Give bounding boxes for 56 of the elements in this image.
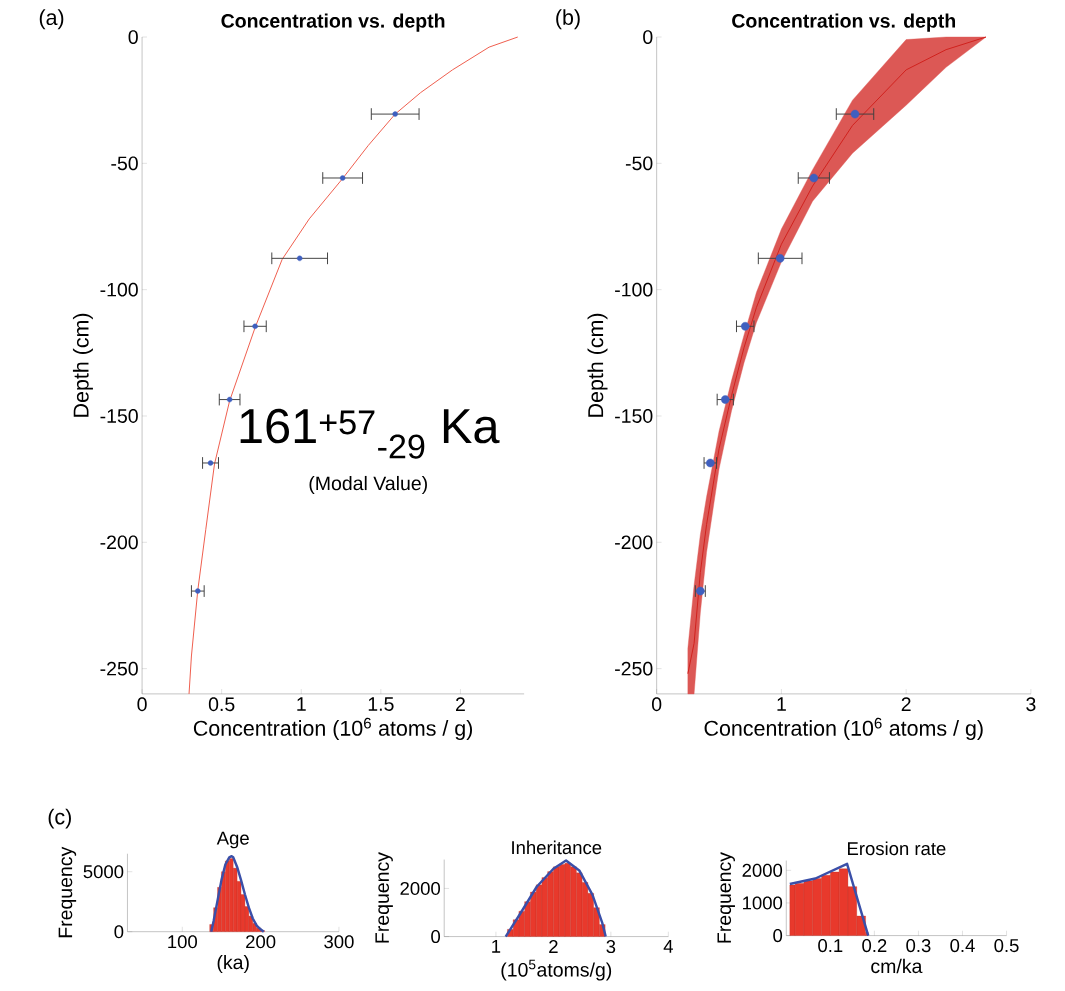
x-tick-label: 3	[1026, 697, 1036, 712]
y-axis-title: Frequency	[58, 846, 77, 938]
x-tick-label: 0.2	[862, 938, 887, 953]
chart-title: Inheritance	[512, 840, 602, 855]
x-axis-title: cm/ka	[871, 958, 923, 974]
y-tick-label: 1000	[743, 896, 783, 910]
x-tick-label: 200	[246, 935, 276, 949]
y-tick-label: 0	[128, 30, 138, 44]
chart-title: Concentration vs. depth	[732, 13, 956, 32]
x-tick-label: 0.1	[818, 938, 843, 953]
y-tick-label: -150	[100, 409, 138, 423]
x-axis-title: Concentration (10$^{6}$ atoms / g)	[704, 717, 983, 741]
y-tick-label: -250	[100, 661, 138, 676]
x-tick-label: 0.3	[906, 938, 931, 953]
chart-title: Erosion rate	[848, 841, 946, 856]
x-tick-label: 300	[324, 935, 354, 949]
x-tick-label: 1	[492, 939, 501, 953]
x-tick-label: 1	[297, 697, 306, 711]
y-tick-label: -250	[615, 661, 653, 676]
y-tick-label: -200	[615, 535, 653, 550]
y-tick-label: 2000	[400, 881, 441, 895]
chart-title: Concentration vs. depth	[221, 13, 445, 32]
y-tick-label: -100	[100, 282, 138, 297]
x-axis-title: (ka)	[217, 954, 249, 974]
x-tick-label: 0.5	[208, 697, 235, 712]
x-tick-label: 1.5	[368, 697, 394, 711]
y-tick-label: -200	[100, 535, 138, 550]
x-tick-label: 2	[456, 697, 465, 711]
annotation: 161$^{+57}$$_{-29}$ Ka	[240, 408, 500, 459]
y-axis-title: Frequency	[717, 852, 735, 943]
y-axis-title: Depth (cm)	[72, 313, 93, 417]
x-axis-title: Concentration (10$^{6}$ atoms / g)	[193, 717, 473, 741]
x-tick-label: 2	[549, 939, 558, 953]
x-tick-label: 0.4	[950, 938, 975, 953]
x-tick-label: 100	[168, 935, 197, 949]
y-axis-title: Frequency	[375, 852, 393, 943]
text: (a)	[39, 9, 64, 30]
x-tick-label: 4	[663, 939, 673, 953]
y-tick-label: 2000	[742, 863, 783, 877]
y-tick-label: 0	[114, 925, 124, 939]
x-axis-title: (10$^{5}$atoms/g)	[501, 959, 612, 981]
y-tick-label: -50	[111, 156, 138, 171]
y-tick-label: 0	[643, 30, 653, 44]
chart-title: Age	[216, 831, 249, 849]
annotation: (Modal Value)	[309, 475, 427, 495]
y-tick-label: -100	[615, 282, 653, 297]
y-tick-label: -150	[615, 409, 653, 423]
x-tick-label: 1	[777, 697, 786, 711]
y-tick-label: -50	[625, 156, 653, 171]
y-tick-label: 5000	[83, 865, 124, 879]
x-tick-label: 3	[606, 939, 616, 954]
text: (b)	[556, 9, 580, 30]
text: (c)	[48, 808, 71, 829]
x-tick-label: 0.5	[994, 938, 1019, 953]
y-axis-title: Depth (cm)	[587, 313, 608, 417]
x-tick-label: 2	[901, 697, 911, 711]
